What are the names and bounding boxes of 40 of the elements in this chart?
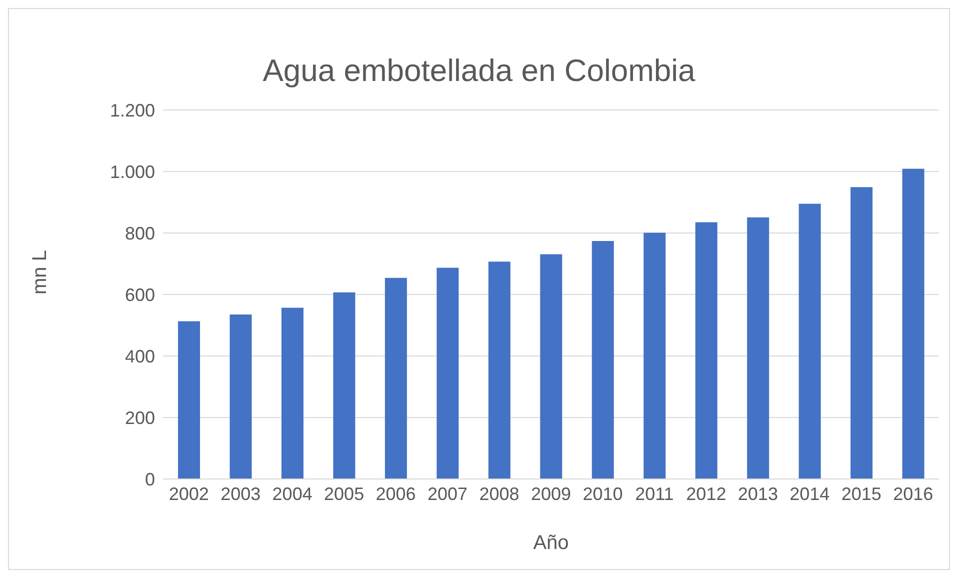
bar [902, 168, 924, 479]
bar [384, 278, 407, 479]
y-tick-label: 1.000 [110, 162, 155, 182]
x-tick-label: 2008 [479, 484, 520, 504]
bar [644, 232, 666, 479]
x-tick-label: 2016 [893, 484, 934, 504]
y-tick-label: 0 [144, 469, 155, 490]
x-tick-label: 2003 [220, 484, 261, 504]
x-tick-label: 2005 [324, 484, 364, 504]
bar [695, 222, 718, 479]
x-tick-label: 2009 [530, 484, 572, 504]
y-tick-label: 400 [124, 346, 155, 366]
x-tick-label: 2007 [428, 484, 468, 504]
bar [281, 308, 304, 479]
bar [178, 321, 200, 479]
x-tick-label: 2014 [790, 484, 830, 504]
x-tick-label: 2011 [635, 484, 674, 504]
bar [333, 292, 356, 479]
x-tick-label: 2015 [841, 484, 882, 504]
y-tick-label: 200 [124, 408, 155, 428]
x-tick-label: 2012 [686, 484, 726, 504]
bar [798, 204, 821, 479]
bar [436, 268, 459, 479]
x-tick-label: 2004 [272, 484, 312, 504]
x-tick-label: 2010 [582, 484, 623, 504]
y-axis-title: mn L [29, 250, 52, 294]
bar [540, 254, 562, 479]
x-tick-label: 2013 [738, 484, 778, 504]
chart-title: Agua embotellada en Colombia [262, 52, 696, 89]
bar [747, 217, 770, 479]
y-tick-label: 800 [124, 223, 155, 244]
y-tick-label: 600 [124, 284, 155, 305]
bar [592, 240, 614, 479]
bar [488, 262, 510, 479]
bar [230, 314, 252, 479]
x-tick-label: 2002 [168, 484, 209, 504]
x-axis-title: Año [533, 532, 569, 554]
y-tick-label: 1.200 [110, 100, 155, 120]
x-tick-label: 2006 [376, 484, 416, 504]
bar [850, 187, 873, 479]
